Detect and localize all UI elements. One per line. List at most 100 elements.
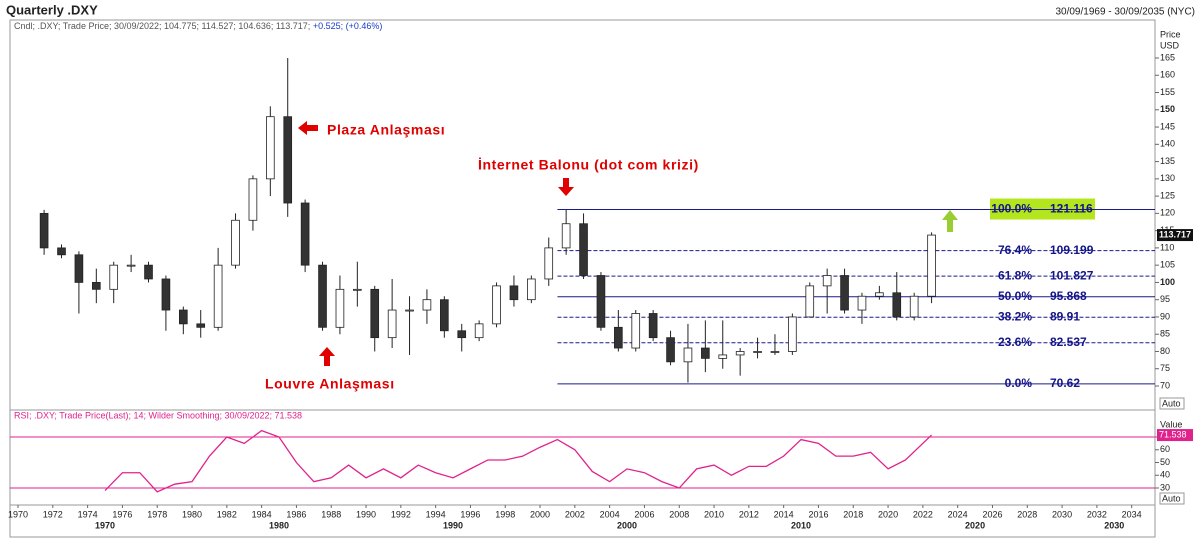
y-tick-label: 145	[1160, 121, 1175, 131]
candle-body	[353, 288, 362, 291]
x-tick-label: 2000	[530, 509, 550, 519]
candle-body	[387, 309, 397, 339]
candle-body	[770, 351, 780, 353]
candle-body	[509, 285, 519, 301]
annotation: İnternet Balonu (dot com krizi)	[478, 157, 699, 173]
auto-label[interactable]: Auto	[1162, 398, 1181, 408]
date-range: 30/09/1969 - 30/09/2035 (NYC)	[1055, 7, 1195, 18]
last-price-box	[1157, 229, 1193, 242]
candle-body	[318, 264, 327, 328]
candle-body	[735, 351, 745, 356]
annotation: Plaza Anlaşması	[327, 122, 445, 138]
x-tick-label: 2008	[669, 509, 689, 519]
y-tick-label: 130	[1160, 173, 1175, 183]
candle-body	[474, 323, 484, 339]
decade-label: 2000	[617, 520, 637, 530]
fib-percent: 76.4%	[998, 243, 1032, 257]
candle-body	[492, 285, 501, 325]
x-tick-label: 1970	[8, 509, 28, 519]
candle-body	[701, 347, 710, 359]
candle-body	[109, 264, 119, 290]
candle-body	[614, 326, 623, 349]
auto-label[interactable]: Auto	[1162, 493, 1181, 503]
candle-body	[248, 178, 258, 221]
x-tick-label: 2026	[982, 509, 1002, 519]
candle-body	[57, 247, 66, 256]
x-tick-label: 1980	[182, 509, 202, 519]
candle-body	[144, 264, 153, 280]
last-rsi: 71.538	[1159, 429, 1187, 439]
candle-body	[91, 282, 101, 290]
y-tick-label: 100	[1160, 277, 1175, 287]
y-tick-label: 40	[1160, 470, 1170, 480]
candle-body	[875, 292, 884, 297]
candle-body	[405, 309, 414, 312]
rsi-axis-label: Value	[1160, 419, 1182, 429]
x-tick-label: 1976	[112, 509, 132, 519]
y-tick-label: 60	[1160, 444, 1170, 454]
fib-value: 121.116	[1050, 202, 1093, 216]
arrow	[319, 347, 335, 366]
candle-body	[909, 295, 919, 318]
auto-button[interactable]	[1159, 492, 1185, 505]
x-tick-label: 2032	[1087, 509, 1107, 519]
x-tick-label: 2028	[1017, 509, 1037, 519]
legend-main: Cndl; .DXY; Trade Price; 30/09/2022; 104…	[14, 21, 310, 31]
fib-percent: 50.0%	[998, 289, 1032, 303]
x-tick-label: 2006	[634, 509, 654, 519]
x-tick-label: 2024	[948, 509, 968, 519]
fib-percent: 61.8%	[998, 268, 1032, 282]
candle-body	[596, 275, 606, 328]
x-tick-label: 1986	[286, 509, 306, 519]
x-tick-label: 2022	[913, 509, 933, 519]
y-tick-label: 105	[1160, 260, 1175, 270]
x-tick-label: 1990	[356, 509, 376, 519]
y-tick-label: 140	[1160, 139, 1175, 149]
candle-body	[457, 330, 467, 339]
x-tick-label: 1992	[391, 509, 411, 519]
y-tick-label: 85	[1160, 329, 1170, 339]
candle-body	[631, 313, 641, 349]
x-tick-label: 1984	[252, 509, 272, 519]
candle-body	[300, 202, 310, 266]
candle-body	[440, 299, 449, 332]
candle-body	[283, 116, 293, 204]
candle-body	[544, 247, 554, 280]
chart-title: Quarterly .DXY	[6, 2, 98, 17]
candle-body	[857, 295, 867, 311]
candle-body	[179, 309, 188, 325]
x-tick-label: 1972	[43, 509, 63, 519]
fib-value: 95.868	[1050, 289, 1087, 303]
decade-label: 2010	[791, 520, 811, 530]
fib-percent: 100.0%	[991, 202, 1032, 216]
x-tick-label: 1994	[426, 509, 446, 519]
candle-body	[126, 264, 136, 267]
candle-body	[753, 351, 762, 353]
x-tick-label: 2034	[1122, 509, 1142, 519]
fib-value: 101.827	[1050, 268, 1094, 282]
y-axis-unit: USD	[1160, 40, 1180, 50]
y-tick-label: 135	[1160, 156, 1175, 166]
y-tick-label: 125	[1160, 190, 1175, 200]
candle-body	[927, 234, 936, 297]
candle-body	[161, 278, 171, 311]
candle-body	[213, 264, 223, 328]
x-tick-label: 2016	[808, 509, 828, 519]
y-tick-label: 30	[1160, 482, 1170, 492]
candle-body	[370, 288, 380, 339]
candle-body	[892, 292, 902, 318]
y-axis-label: Price	[1160, 29, 1181, 39]
candle-body	[579, 223, 588, 276]
x-tick-label: 1998	[495, 509, 515, 519]
fib-percent: 0.0%	[1005, 376, 1033, 390]
legend-change: +0.525; (+0.46%)	[313, 21, 383, 31]
auto-button[interactable]	[1159, 397, 1185, 410]
candle-body	[422, 299, 432, 311]
last-price: 113.717	[1159, 229, 1191, 239]
x-tick-label: 1988	[321, 509, 341, 519]
candle-body	[718, 354, 728, 359]
x-tick-label: 1982	[217, 509, 237, 519]
x-tick-label: 2020	[878, 509, 898, 519]
y-tick-label: 120	[1160, 208, 1175, 218]
